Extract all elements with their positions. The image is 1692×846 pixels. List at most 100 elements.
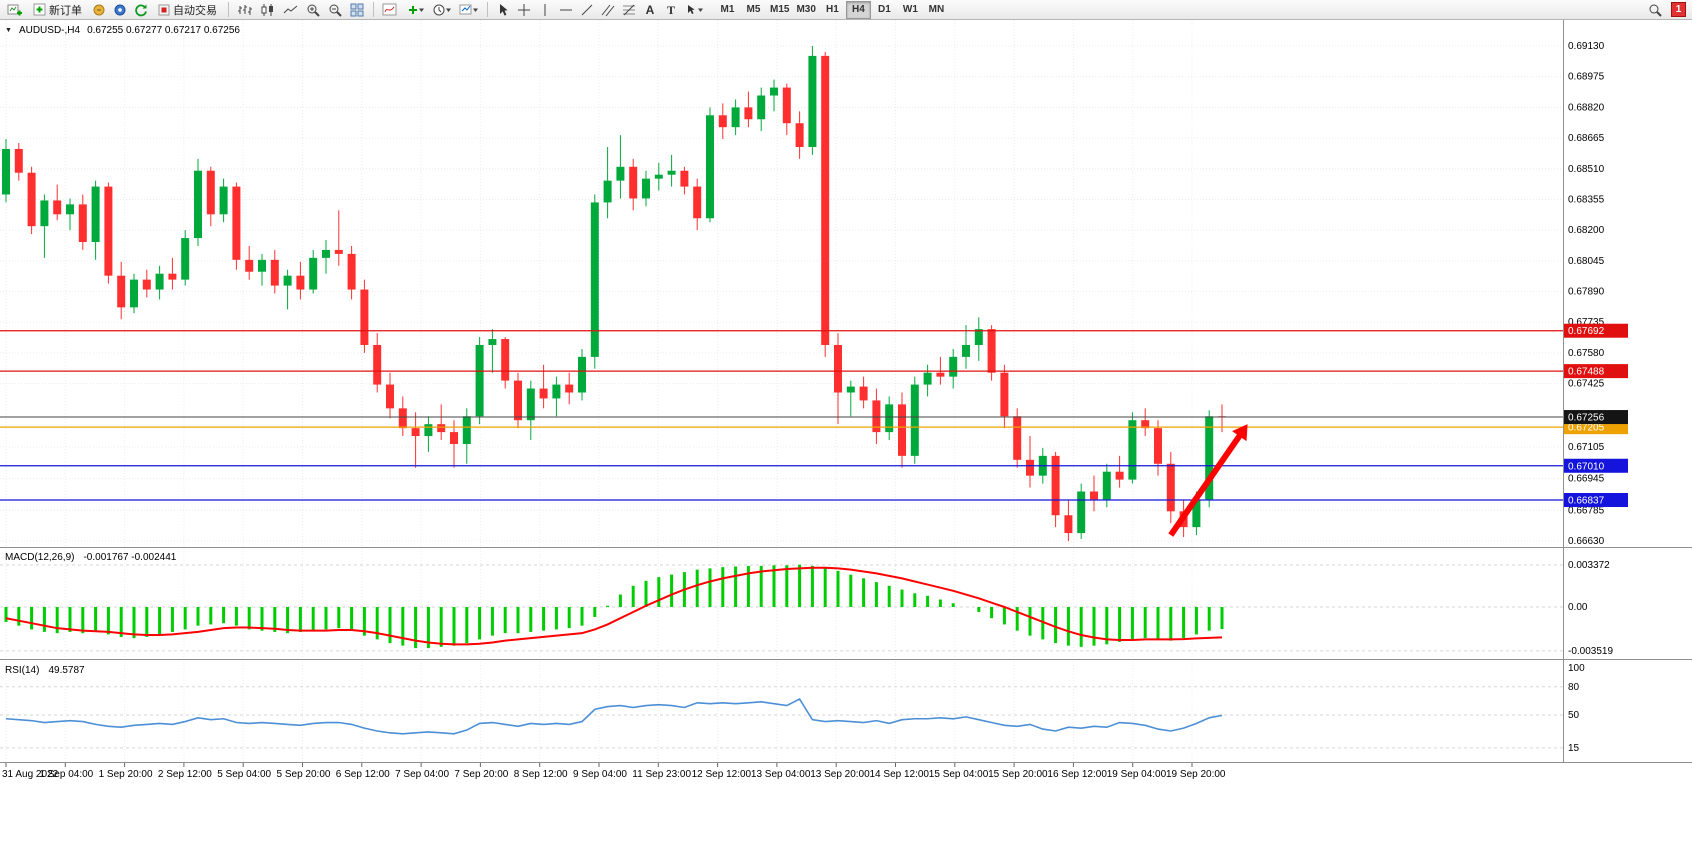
time-axis-label: 31 Aug 2022 xyxy=(2,769,59,780)
metaeditor-icon xyxy=(93,4,105,15)
metaeditor-button[interactable] xyxy=(89,1,109,19)
trendline-tool-button[interactable] xyxy=(577,1,597,19)
candle-body xyxy=(411,428,420,437)
crosshair-tool-button[interactable] xyxy=(514,1,534,19)
time-axis-label: 16 Sep 12:00 xyxy=(1047,769,1107,780)
add-indicator-button[interactable] xyxy=(402,1,428,19)
timeframe-M5[interactable]: M5 xyxy=(741,1,766,19)
shapes-tool-button[interactable] xyxy=(682,1,708,19)
candle-body xyxy=(488,339,497,345)
candle-body xyxy=(360,289,369,345)
toolbar-separator xyxy=(487,2,488,17)
label-tool-button[interactable]: T xyxy=(661,1,681,19)
candle-body xyxy=(949,356,958,377)
time-axis-label: 1 Sep 20:00 xyxy=(99,769,153,780)
new-order-icon xyxy=(33,3,46,16)
fibonacci-icon xyxy=(623,4,635,15)
candle-body xyxy=(514,380,522,421)
rsi-indicator-value: 49.5787 xyxy=(48,665,85,676)
candle-body xyxy=(936,372,945,377)
candle-body xyxy=(1192,499,1201,528)
timeframe-H4[interactable]: H4 xyxy=(845,0,871,19)
search-button[interactable] xyxy=(1645,1,1666,19)
refresh-button[interactable] xyxy=(131,1,151,19)
zoom-in-button[interactable] xyxy=(303,1,324,19)
tile-windows-button[interactable] xyxy=(347,1,368,19)
trend-arrow-head[interactable] xyxy=(1232,424,1248,442)
timeframe-MN[interactable]: MN xyxy=(924,1,949,19)
search-icon xyxy=(1649,4,1662,17)
candle-body xyxy=(718,115,727,128)
time-axis-label: 9 Sep 04:00 xyxy=(573,769,627,780)
templates-button[interactable] xyxy=(456,1,482,19)
options-button[interactable] xyxy=(110,1,130,19)
zoom-out-button[interactable] xyxy=(325,1,346,19)
candle-body xyxy=(232,186,241,260)
candle-body xyxy=(501,339,510,381)
horizontal-line-tool-button[interactable] xyxy=(556,1,576,19)
cursor-tool-button[interactable] xyxy=(493,1,513,19)
timeframe-M1[interactable]: M1 xyxy=(715,1,740,19)
price-tag-0.67010-text: 0.67010 xyxy=(1568,461,1605,472)
candle-body xyxy=(552,384,561,399)
candle-body xyxy=(987,329,996,373)
collapse-icon[interactable]: ▼ xyxy=(5,27,12,34)
macd-indicator-name: MACD(12,26,9) xyxy=(5,552,75,563)
price-axis-label: 0.68820 xyxy=(1568,102,1605,113)
candle-body xyxy=(1115,471,1124,480)
candle-body xyxy=(450,432,458,444)
candle-body xyxy=(142,279,151,290)
candle-body xyxy=(885,404,894,433)
price-tag-0.67488-text: 0.67488 xyxy=(1568,367,1605,378)
autotrading-button[interactable]: 自动交易 xyxy=(152,1,223,19)
timeframe-D1[interactable]: D1 xyxy=(872,1,897,19)
candle-body xyxy=(1154,428,1162,464)
candlestick-button[interactable] xyxy=(257,1,279,19)
rsi-axis-label: 80 xyxy=(1568,682,1580,693)
trendline-icon xyxy=(581,4,593,15)
timeframe-M15[interactable]: M15 xyxy=(767,1,792,19)
tile-windows-icon xyxy=(350,3,364,16)
candle-body xyxy=(309,257,318,290)
candle-body xyxy=(424,424,433,437)
timeframe-W1[interactable]: W1 xyxy=(898,1,923,19)
line-chart-button[interactable] xyxy=(280,1,302,19)
candle-body xyxy=(258,259,266,272)
price-axis-label: 0.67735 xyxy=(1568,317,1605,328)
periods-button[interactable] xyxy=(429,1,455,19)
text-tool-button[interactable]: A xyxy=(640,1,660,19)
candle-body xyxy=(744,107,753,120)
candle-body xyxy=(731,107,740,128)
candle-body xyxy=(616,166,625,181)
crosshair-icon xyxy=(518,3,530,16)
timeframe-H1[interactable]: H1 xyxy=(820,1,845,19)
vertical-line-tool-button[interactable] xyxy=(535,1,555,19)
refresh-icon xyxy=(135,4,147,16)
autotrading-icon xyxy=(158,4,170,15)
candle-body xyxy=(475,344,484,417)
candle-body xyxy=(373,344,382,385)
candle-body xyxy=(437,424,446,433)
price-axis-label: 0.67105 xyxy=(1568,442,1605,453)
candle-body xyxy=(590,202,599,357)
notification-badge[interactable]: 1 xyxy=(1671,2,1686,17)
options-icon xyxy=(114,4,126,15)
price-axis-label: 0.68200 xyxy=(1568,225,1605,236)
new-order-button[interactable]: 新订单 xyxy=(27,1,88,19)
rsi-line xyxy=(5,697,1223,735)
candlestick-icon xyxy=(261,3,273,16)
timeframe-M30[interactable]: M30 xyxy=(793,1,818,19)
new-chart-button[interactable] xyxy=(4,1,26,19)
trend-arrow[interactable] xyxy=(1168,432,1244,537)
candle-body xyxy=(53,200,62,215)
price-tag-0.67692 xyxy=(1564,323,1628,338)
candle-body xyxy=(974,329,983,345)
channel-tool-button[interactable] xyxy=(598,1,618,19)
indicator-list-button[interactable] xyxy=(379,1,401,19)
bar-chart-button[interactable] xyxy=(234,1,256,19)
fibonacci-tool-button[interactable] xyxy=(619,1,639,19)
rsi-axis-label: 50 xyxy=(1568,710,1580,721)
candle-body xyxy=(270,259,279,286)
